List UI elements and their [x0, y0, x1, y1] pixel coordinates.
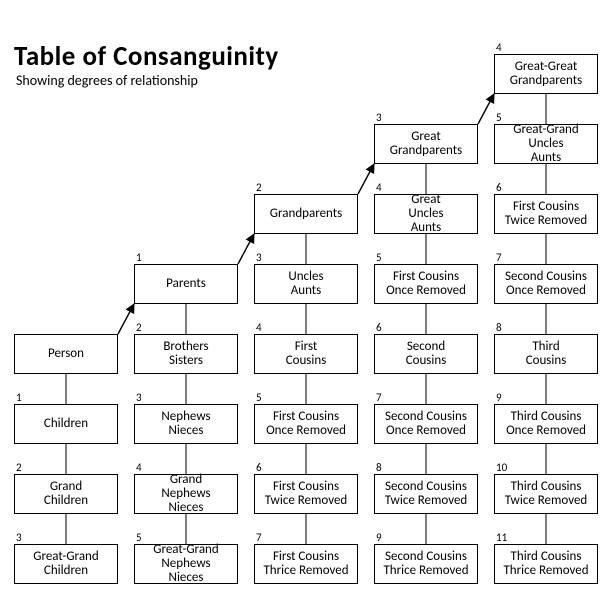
- node-label: Great-GreatGrandparents: [510, 60, 582, 89]
- node-label: Parents: [166, 277, 206, 291]
- consanguinity-diagram: Table of Consanguinity Showing degrees o…: [0, 0, 614, 599]
- degree-label: 5: [256, 391, 262, 404]
- degree-label: 8: [376, 461, 382, 474]
- degree-label: 10: [496, 461, 507, 474]
- relationship-node: GrandChildren: [14, 474, 118, 514]
- relationship-node: GreatGrandparents: [374, 124, 478, 164]
- degree-label: 5: [376, 251, 382, 264]
- node-label: GreatGrandparents: [390, 130, 462, 159]
- relationship-node: GrandNephewsNieces: [134, 474, 238, 514]
- degree-label: 6: [496, 181, 502, 194]
- node-label: GrandNephewsNieces: [161, 473, 210, 516]
- degree-label: 7: [376, 391, 382, 404]
- degree-label: 3: [16, 531, 22, 544]
- relationship-node: Second CousinsThrice Removed: [374, 544, 478, 584]
- degree-label: 5: [136, 531, 142, 544]
- node-label: NephewsNieces: [161, 410, 210, 439]
- relationship-node: First CousinsThrice Removed: [254, 544, 358, 584]
- node-label: First CousinsThrice Removed: [263, 550, 348, 579]
- relationship-node: First CousinsTwice Removed: [494, 194, 598, 234]
- node-label: SecondCousins: [406, 340, 447, 369]
- diagram-title: Table of Consanguinity: [14, 40, 279, 73]
- node-label: Second CousinsThrice Removed: [383, 550, 468, 579]
- ancestry-arrow: [358, 164, 374, 194]
- degree-label: 4: [496, 41, 502, 54]
- degree-label: 3: [136, 391, 142, 404]
- node-label: GreatUnclesAunts: [408, 193, 443, 236]
- relationship-node: Second CousinsOnce Removed: [494, 264, 598, 304]
- degree-label: 2: [256, 181, 262, 194]
- ancestry-arrow: [478, 94, 494, 124]
- relationship-node: Great-GrandChildren: [14, 544, 118, 584]
- degree-label: 5: [496, 111, 502, 124]
- degree-label: 7: [256, 531, 262, 544]
- relationship-node: Children: [14, 404, 118, 444]
- degree-label: 7: [496, 251, 502, 264]
- relationship-node: Great-GreatGrandparents: [494, 54, 598, 94]
- relationship-node: First CousinsOnce Removed: [254, 404, 358, 444]
- degree-label: 8: [496, 321, 502, 334]
- node-label: Grandparents: [270, 207, 342, 221]
- degree-label: 11: [496, 531, 507, 544]
- degree-label: 4: [376, 181, 382, 194]
- degree-label: 1: [16, 391, 22, 404]
- degree-label: 6: [376, 321, 382, 334]
- relationship-node: Person: [14, 334, 118, 374]
- node-label: GrandChildren: [44, 480, 88, 509]
- relationship-node: NephewsNieces: [134, 404, 238, 444]
- node-label: Second CousinsOnce Removed: [505, 270, 587, 299]
- ancestry-arrow: [238, 234, 254, 264]
- diagram-subtitle: Showing degrees of relationship: [16, 72, 198, 89]
- node-label: First CousinsOnce Removed: [386, 270, 466, 299]
- degree-label: 2: [136, 321, 142, 334]
- degree-label: 3: [256, 251, 262, 264]
- relationship-node: Second CousinsTwice Removed: [374, 474, 478, 514]
- degree-label: 2: [16, 461, 22, 474]
- node-label: Second CousinsTwice Removed: [385, 480, 468, 509]
- relationship-node: SecondCousins: [374, 334, 478, 374]
- ancestry-arrow: [118, 304, 134, 334]
- node-label: First CousinsTwice Removed: [265, 480, 348, 509]
- relationship-node: Third CousinsOnce Removed: [494, 404, 598, 444]
- node-label: BrothersSisters: [163, 340, 208, 369]
- relationship-node: Great-GrandUnclesAunts: [494, 124, 598, 164]
- node-label: Great-GrandChildren: [33, 550, 98, 579]
- node-label: Great-GrandNephewsNieces: [153, 543, 218, 586]
- relationship-node: First CousinsTwice Removed: [254, 474, 358, 514]
- relationship-node: UnclesAunts: [254, 264, 358, 304]
- relationship-node: Second CousinsOnce Removed: [374, 404, 478, 444]
- node-label: ThirdCousins: [526, 340, 567, 369]
- degree-label: 4: [256, 321, 262, 334]
- relationship-node: BrothersSisters: [134, 334, 238, 374]
- node-label: First CousinsOnce Removed: [266, 410, 346, 439]
- node-label: Second CousinsOnce Removed: [385, 410, 467, 439]
- relationship-node: FirstCousins: [254, 334, 358, 374]
- node-label: First CousinsTwice Removed: [505, 200, 588, 229]
- relationship-node: First CousinsOnce Removed: [374, 264, 478, 304]
- degree-label: 4: [136, 461, 142, 474]
- relationship-node: Grandparents: [254, 194, 358, 234]
- node-label: Third CousinsThrice Removed: [503, 550, 588, 579]
- degree-label: 3: [376, 111, 382, 124]
- relationship-node: GreatUnclesAunts: [374, 194, 478, 234]
- node-label: UnclesAunts: [288, 270, 323, 299]
- relationship-node: Great-GrandNephewsNieces: [134, 544, 238, 584]
- relationship-node: ThirdCousins: [494, 334, 598, 374]
- degree-label: 9: [496, 391, 502, 404]
- relationship-node: Parents: [134, 264, 238, 304]
- relationship-node: Third CousinsThrice Removed: [494, 544, 598, 584]
- degree-label: 9: [376, 531, 382, 544]
- node-label: Third CousinsOnce Removed: [506, 410, 586, 439]
- node-label: Person: [48, 347, 84, 361]
- node-label: FirstCousins: [286, 340, 327, 369]
- node-label: Third CousinsTwice Removed: [505, 480, 588, 509]
- node-label: Children: [44, 417, 88, 431]
- degree-label: 1: [136, 251, 142, 264]
- node-label: Great-GrandUnclesAunts: [513, 123, 578, 166]
- degree-label: 6: [256, 461, 262, 474]
- relationship-node: Third CousinsTwice Removed: [494, 474, 598, 514]
